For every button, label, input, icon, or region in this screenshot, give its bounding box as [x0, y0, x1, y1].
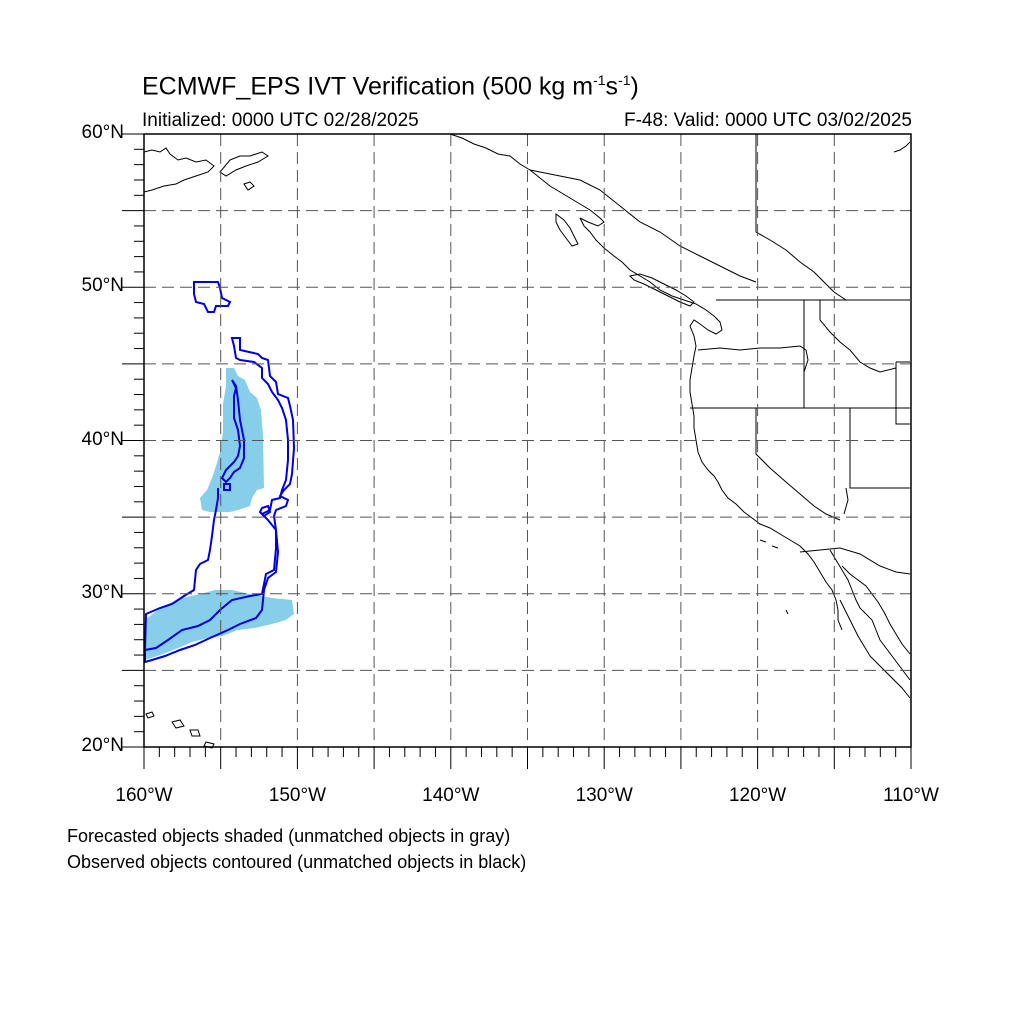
coast-hawaii-3 — [189, 729, 201, 737]
border-us-mexico — [799, 547, 911, 575]
border-id-mt — [819, 300, 897, 373]
observed-object-north — [193, 281, 232, 313]
border-ca-nv — [755, 408, 841, 521]
lat-tick-label: 60°N — [81, 122, 124, 143]
lat-tick-label: 40°N — [81, 428, 124, 450]
lon-tick-label: 120°W — [728, 785, 787, 806]
gridlines — [144, 134, 911, 747]
border-bc-alberta — [755, 134, 847, 301]
lon-tick-label: 110°W — [883, 785, 939, 806]
chart-title: ECMWF_EPS IVT Verification (500 kg m-1s-… — [142, 72, 639, 101]
forecast-objects — [145, 368, 294, 660]
forecast-object-north — [200, 368, 264, 512]
lat-tick-label: 30°N — [81, 581, 124, 603]
observed-object-inner — [220, 379, 245, 484]
coast-hawaii-2 — [171, 719, 185, 729]
political-boundaries — [529, 134, 911, 575]
lon-tick-label: 140°W — [422, 785, 480, 806]
lon-tick-label: 150°W — [268, 785, 326, 806]
border-nv-az — [843, 487, 849, 515]
coast-vancouver-island — [628, 273, 695, 307]
coast-gulf-california — [841, 565, 911, 655]
observed-objects — [144, 281, 296, 664]
coastlines — [143, 133, 911, 749]
coast-haida — [555, 213, 579, 247]
coast-bc — [579, 217, 843, 631]
lon-tick-label: 160°W — [115, 785, 173, 806]
coast-channel-islands — [759, 539, 789, 615]
footnote-forecast: Forecasted objects shaded (unmatched obj… — [67, 826, 511, 846]
border-mt-wy — [895, 361, 910, 425]
border-wa-or — [697, 345, 809, 373]
observed-object-main — [144, 337, 296, 664]
tick-marks — [122, 133, 912, 769]
lon-tick-label: 130°W — [575, 785, 633, 806]
forecast-object-south — [145, 590, 294, 660]
coast-hawaii-4 — [203, 741, 215, 749]
observed-object-west — [144, 488, 219, 651]
coast-baja — [829, 549, 911, 681]
lat-tick-label: 20°N — [81, 735, 124, 756]
coast-alaska — [143, 147, 215, 193]
init-time-label: Initialized: 0000 UTC 02/28/2025 — [142, 110, 419, 131]
coast-hawaii-1 — [145, 711, 155, 719]
coast-mainland-mexico — [839, 599, 911, 699]
border-nv-ut — [849, 408, 910, 489]
observed-object-loop-2 — [258, 504, 272, 518]
observed-object-small-loop — [223, 483, 231, 491]
coast-alaska-islands — [219, 151, 269, 177]
border-alaska-bc — [529, 169, 757, 283]
coast-top-right — [893, 141, 911, 153]
valid-time-label: F-48: Valid: 0000 UTC 03/02/2025 — [624, 110, 912, 131]
coast-gulf-alaska — [449, 133, 605, 227]
lat-tick-label: 50°N — [81, 275, 124, 297]
coast-alaska-island-2 — [243, 181, 255, 191]
footnote-observed: Observed objects contoured (unmatched ob… — [67, 852, 527, 872]
